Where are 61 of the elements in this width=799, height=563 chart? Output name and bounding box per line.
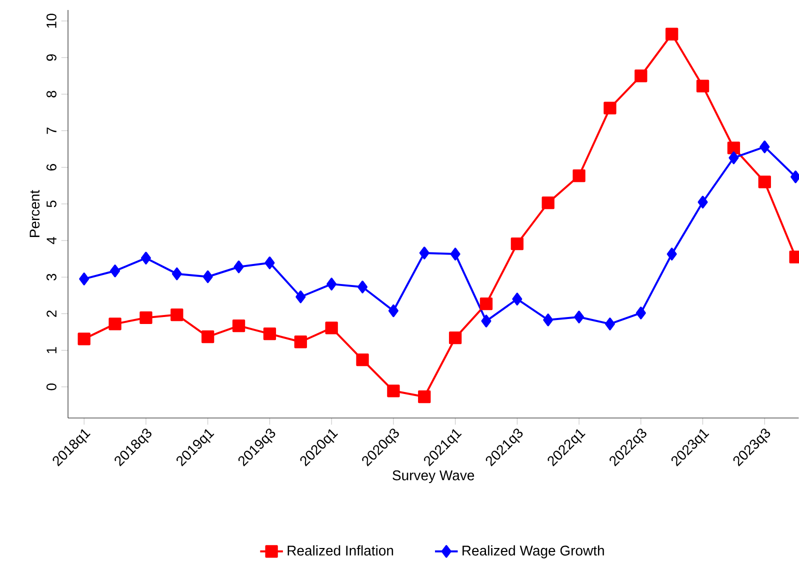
point [510,237,524,250]
point [201,330,214,344]
point [604,318,615,330]
y-tick-label: 1 [46,347,56,354]
point [698,196,708,208]
point [572,169,586,182]
point [170,308,184,322]
point [294,336,307,348]
point [419,246,430,260]
point [108,318,122,330]
point [264,256,275,270]
point [234,260,244,274]
point [636,306,646,320]
point [202,270,213,284]
point [727,142,740,154]
y-tick-label: 5 [46,200,56,208]
x-axis-title: Survey Wave [392,470,474,484]
point [326,278,337,290]
point [760,140,770,154]
point [388,304,398,318]
point [758,176,771,188]
y-tick-label: 10 [46,14,56,28]
y-tick-label: 4 [46,237,56,244]
point [480,297,493,310]
point [356,353,369,366]
point [448,332,462,344]
y-tick-label: 8 [46,90,56,98]
y-axis-title: Percent [30,190,40,237]
point [450,248,460,260]
y-tick-label: 9 [46,54,56,61]
point [140,311,152,324]
point [79,272,90,286]
point [172,267,182,280]
point [574,310,584,324]
point [263,327,276,340]
y-tick-label: 7 [46,128,56,134]
point [325,322,338,334]
y-tick-label: 3 [46,274,56,280]
point [696,80,710,92]
legend-label: Realized Inflation [288,545,394,556]
point [110,264,120,278]
point [512,292,522,306]
point [140,252,151,264]
point [604,102,616,114]
point [387,384,400,398]
point [418,390,431,404]
point [78,332,90,346]
point [634,70,648,82]
point [296,290,306,304]
point [481,314,492,328]
point [542,196,554,210]
y-tick-label: 0 [46,384,56,390]
point [543,314,554,326]
point [728,151,739,164]
legend-label: Realized Wage Growth [462,545,604,558]
point [666,28,678,40]
point [232,319,246,332]
y-tick-label: 6 [46,164,56,171]
y-tick-label: 2 [46,310,56,317]
point [358,280,368,294]
point [666,248,677,260]
